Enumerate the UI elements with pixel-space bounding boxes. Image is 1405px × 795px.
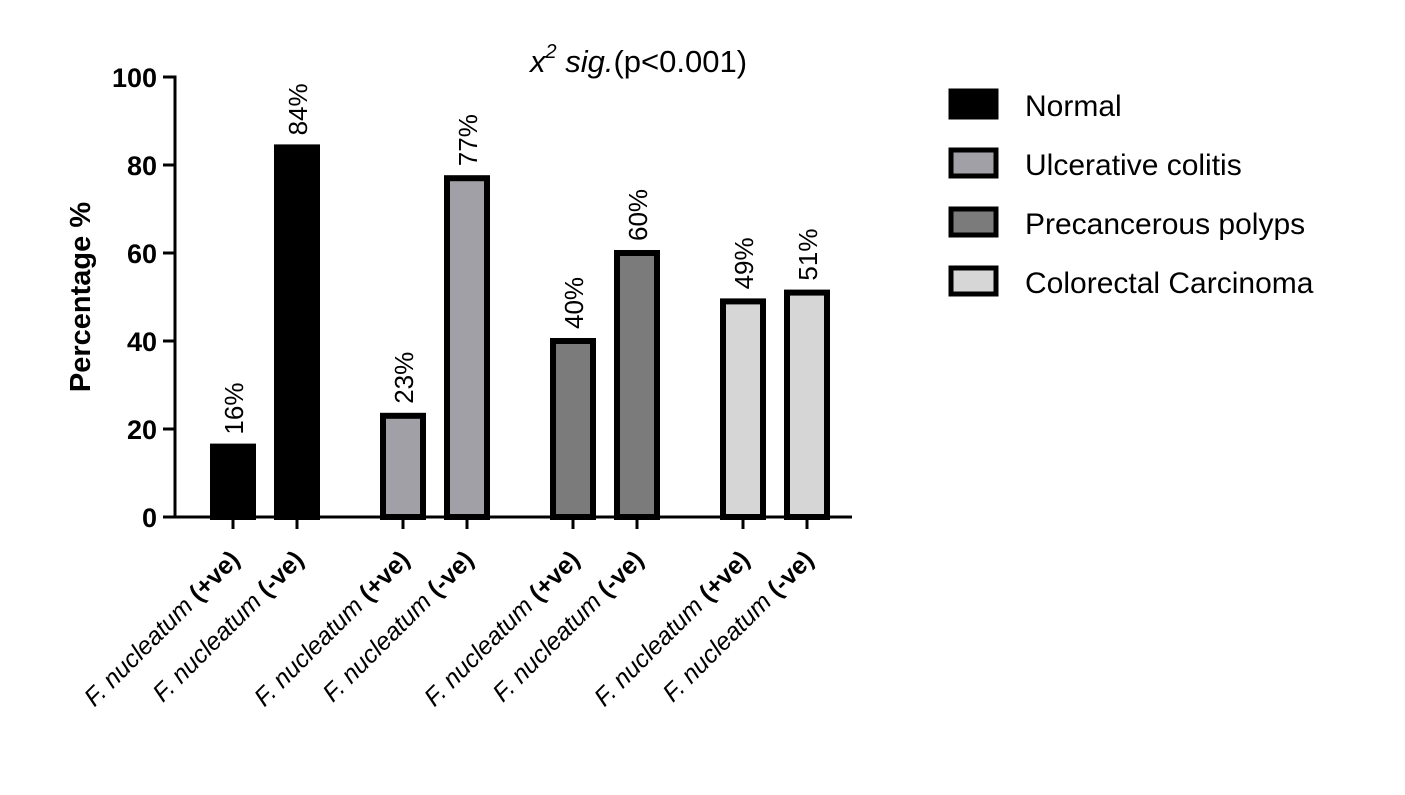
title-suffix: (p<0.001) [613,44,747,79]
legend-label: Precancerous polyps [1025,208,1305,241]
data-label: 16% [219,383,249,435]
bar [274,144,320,520]
data-label: 51% [793,229,823,281]
legend: Normal Ulcerative colitis Precancerous pol… [948,88,1314,300]
legend-swatch [948,88,999,120]
legend-label: Colorectal Carcinoma [1025,267,1314,300]
y-tick-label: 20 [127,415,157,445]
bar [784,289,830,520]
data-label: 23% [389,352,419,404]
data-label: 84% [283,83,313,135]
bar [210,443,256,521]
legend-label: Normal [1025,90,1122,123]
title-italic: sig. [557,44,614,79]
data-label: 60% [623,189,653,241]
title-prefix: x [528,44,547,79]
bar [550,338,596,520]
y-tick-label: 40 [127,327,157,357]
data-label: 77% [453,114,483,166]
y-tick-label: 60 [127,239,157,269]
y-tick-label: 100 [112,63,157,93]
legend-swatch [948,147,999,179]
chart-title: x2 sig.(p<0.001) [528,41,747,79]
y-axis-label: Percentage % [65,202,97,392]
bar [444,175,490,520]
legend-swatch [948,265,999,297]
plot-area: 16%F. nucleatum (+ve)84%F. nucleatum (-v… [79,63,852,712]
legend-swatch [948,206,999,238]
bar [720,298,766,520]
y-tick-label: 80 [127,151,157,181]
legend-label: Ulcerative colitis [1025,149,1242,182]
title-superscript: 2 [545,41,557,63]
y-tick-label: 0 [142,503,157,533]
data-label: 40% [559,277,589,329]
bar [380,412,426,520]
bar [614,250,660,520]
data-label: 49% [729,237,759,289]
